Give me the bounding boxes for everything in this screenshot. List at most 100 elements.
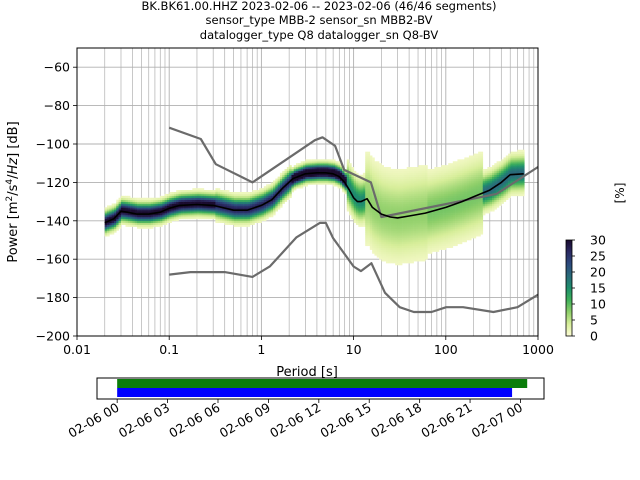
psd-cell: [404, 249, 408, 252]
psd-cell: [141, 226, 145, 229]
psd-cell: [390, 243, 394, 247]
psd-cell: [434, 207, 437, 210]
psd-cell: [208, 199, 212, 202]
psd-cell: [192, 195, 195, 199]
psd-cell: [510, 168, 514, 172]
psd-cell: [487, 170, 490, 174]
psd-cell: [217, 215, 221, 218]
psd-cell: [143, 209, 147, 212]
psd-cell: [462, 192, 465, 195]
psd-cell: [418, 218, 421, 222]
psd-cell: [482, 184, 486, 187]
psd-cell: [521, 184, 525, 187]
psd-cell: [113, 228, 117, 231]
psd-cell: [252, 197, 255, 200]
psd-cell: [411, 261, 414, 264]
psd-cell: [383, 193, 387, 197]
psd-cell: [289, 168, 292, 172]
psd-cell: [445, 220, 449, 224]
psd-cell: [358, 174, 361, 177]
psd-cell: [429, 174, 433, 177]
psd-cell: [406, 193, 410, 197]
psd-cell: [210, 211, 214, 214]
psd-cell: [432, 224, 435, 227]
psd-cell: [372, 184, 375, 187]
psd-cell: [413, 193, 417, 197]
psd-cell: [254, 209, 258, 212]
psd-cell: [452, 190, 456, 193]
psd-cell: [360, 218, 364, 222]
psd-cell: [459, 192, 463, 195]
psd-cell: [316, 174, 320, 177]
psd-cell: [379, 178, 382, 181]
psd-cell: [448, 172, 451, 176]
psd-cell: [176, 199, 179, 202]
psd-cell: [217, 188, 221, 191]
psd-cell: [443, 247, 447, 250]
psd-cell: [312, 159, 315, 162]
psd-cell: [148, 205, 152, 208]
psd-cell: [427, 170, 431, 174]
psd-cell: [450, 192, 454, 195]
psd-cell: [388, 186, 391, 189]
psd-cell: [123, 197, 126, 200]
psd-cell: [284, 180, 288, 183]
psd-cell: [438, 201, 442, 204]
psd-cell: [351, 178, 354, 181]
psd-cell: [383, 218, 387, 222]
psd-cell: [259, 193, 262, 197]
psd-cell: [475, 216, 479, 220]
psd-cell: [441, 201, 444, 204]
psd-cell: [404, 218, 408, 222]
psd-cell: [445, 243, 449, 247]
psd-cell: [388, 180, 391, 183]
psd-cell: [323, 172, 327, 176]
psd-cell: [150, 209, 154, 212]
psd-cell: [171, 216, 175, 220]
psd-cell: [402, 243, 405, 247]
psd-cell: [362, 218, 366, 222]
psd-cell: [448, 163, 451, 166]
psd-cell: [369, 193, 373, 197]
psd-cell: [279, 197, 283, 200]
psd-cell: [443, 245, 447, 248]
psd-cell: [459, 168, 463, 172]
psd-cell: [249, 193, 253, 197]
psd-cell: [464, 184, 467, 187]
psd-cell: [240, 192, 244, 195]
psd-cell: [236, 203, 239, 206]
psd-cell: [194, 199, 198, 202]
psd-cell: [160, 209, 163, 212]
psd-cell: [286, 197, 290, 200]
psd-cell: [270, 184, 274, 187]
psd-cell: [455, 232, 458, 235]
psd-cell: [120, 203, 124, 206]
psd-cell: [508, 193, 511, 197]
psd-cell: [245, 201, 248, 204]
psd-cell: [298, 170, 301, 174]
psd-cell: [415, 218, 419, 222]
psd-cell: [471, 190, 474, 193]
psd-cell: [489, 184, 493, 187]
psd-cell: [319, 168, 322, 172]
psd-cell: [452, 207, 456, 210]
psd-cell: [450, 218, 454, 222]
psd-cell: [293, 188, 297, 191]
psd-cell: [445, 230, 449, 233]
psd-cell: [434, 236, 437, 239]
psd-cell: [261, 207, 265, 210]
psd-cell: [478, 211, 481, 214]
psd-cell: [187, 216, 191, 220]
psd-cell: [104, 224, 108, 227]
psd-cell: [443, 193, 447, 197]
psd-cell: [224, 192, 228, 195]
psd-cell: [406, 259, 410, 262]
psd-cell: [475, 230, 479, 233]
psd-cell: [409, 259, 412, 262]
psd-cell: [293, 172, 297, 176]
psd-cell: [286, 170, 290, 174]
psd-cell: [441, 232, 444, 235]
psd-cell: [323, 161, 327, 164]
psd-cell: [422, 222, 426, 225]
psd-cell: [263, 215, 267, 218]
